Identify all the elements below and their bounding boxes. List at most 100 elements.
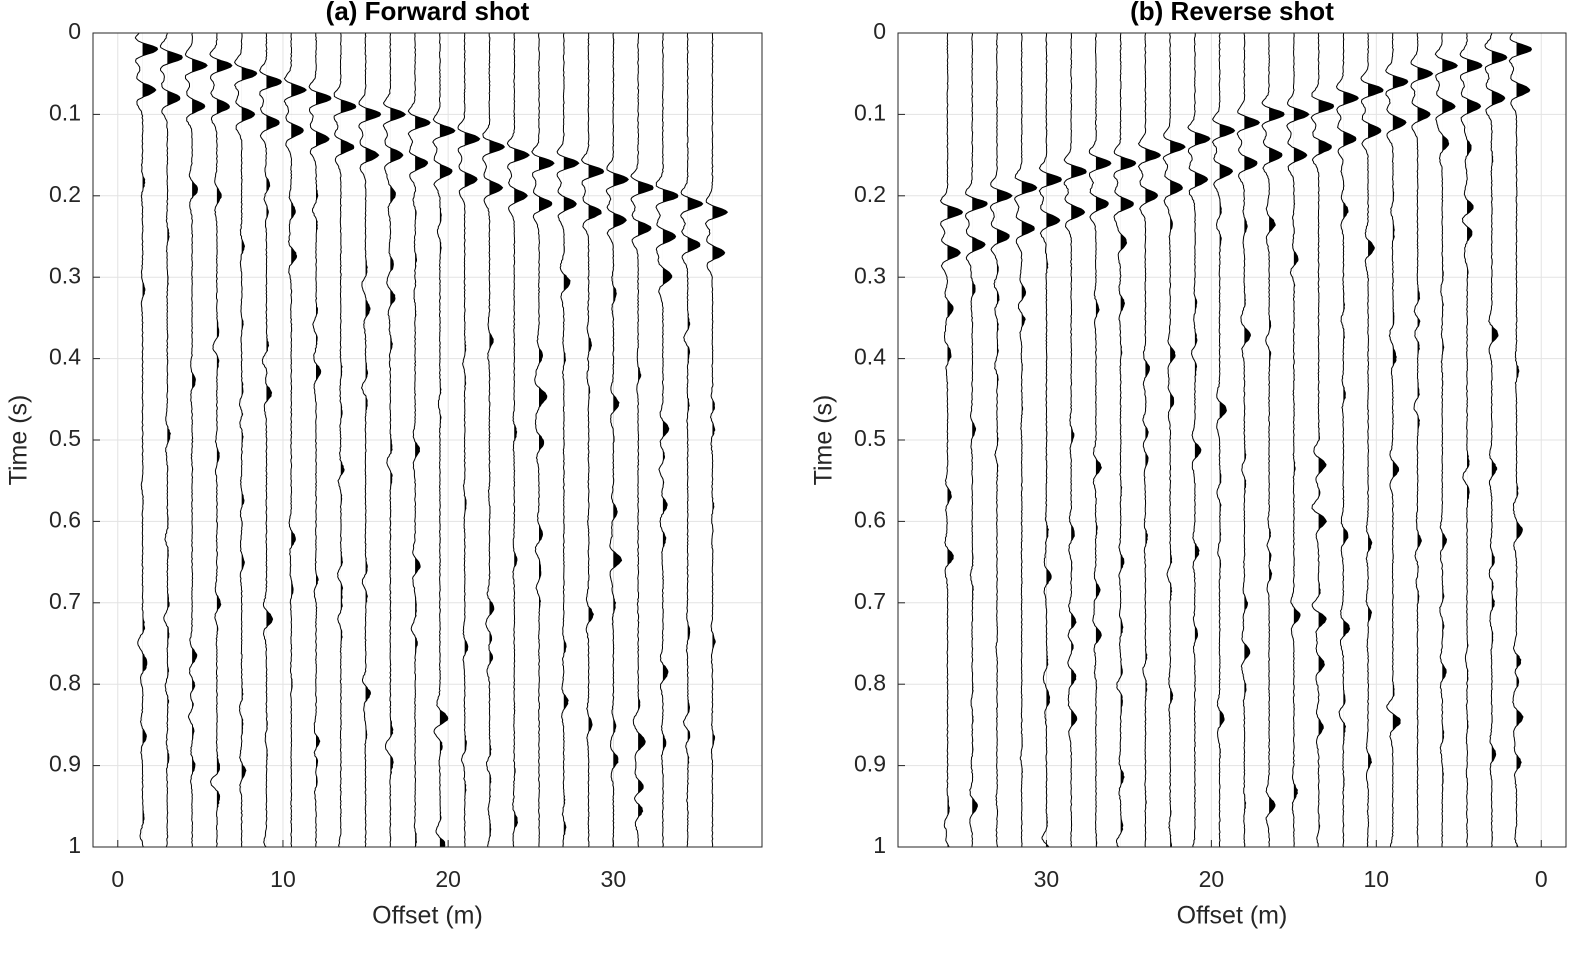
- y-tick-label: 0.3: [854, 262, 886, 288]
- y-tick-label: 0.9: [49, 751, 81, 777]
- y-tick-label: 0.9: [854, 751, 886, 777]
- trace: [1286, 32, 1310, 848]
- trace: [259, 32, 282, 848]
- y-tick-label: 0.1: [49, 99, 81, 125]
- trace: [457, 32, 481, 848]
- trace: [1014, 32, 1038, 848]
- trace: [556, 32, 580, 847]
- y-tick-label: 0.7: [49, 588, 81, 614]
- trace-fill: [1145, 33, 1161, 847]
- trace: [965, 32, 988, 848]
- y-tick-label: 0.4: [49, 344, 81, 370]
- trace: [506, 32, 530, 848]
- y-tick-label: 0.8: [854, 669, 886, 695]
- x-axis-label: Offset (m): [372, 902, 483, 930]
- y-tick-label: 0.2: [854, 181, 886, 207]
- trace: [1261, 32, 1285, 848]
- chart-title: (a) Forward shot: [326, 0, 530, 26]
- x-tick-label: 10: [1364, 866, 1390, 892]
- y-tick-label: 0.6: [49, 506, 81, 532]
- y-tick-label: 0.5: [854, 425, 886, 451]
- trace-fill: [539, 33, 554, 847]
- trace: [358, 32, 382, 848]
- trace: [655, 32, 679, 848]
- y-tick-label: 0.2: [49, 181, 81, 207]
- trace: [1137, 32, 1162, 848]
- x-tick-label: 30: [601, 866, 627, 892]
- trace: [1434, 32, 1458, 848]
- trace-fill: [241, 33, 257, 847]
- trace: [1385, 33, 1409, 848]
- trace: [1484, 32, 1508, 848]
- trace: [580, 32, 605, 848]
- trace: [233, 32, 258, 848]
- trace: [630, 32, 654, 848]
- trace: [283, 33, 307, 848]
- trace: [159, 32, 183, 848]
- trace-fill: [1516, 33, 1532, 847]
- y-tick-label: 0.1: [854, 99, 886, 125]
- trace: [1088, 32, 1112, 848]
- x-tick-label: 10: [270, 866, 296, 892]
- trace: [939, 32, 964, 848]
- trace: [1113, 32, 1137, 848]
- trace-fill: [1293, 33, 1309, 847]
- trace: [184, 32, 208, 848]
- y-tick-label: 0.4: [854, 344, 886, 370]
- trace: [382, 32, 407, 847]
- trace: [1360, 32, 1384, 848]
- trace: [1236, 32, 1261, 848]
- trace-fill: [1269, 33, 1285, 847]
- trace-fill: [365, 33, 381, 847]
- trace-fill: [662, 33, 678, 847]
- trace-fill: [514, 33, 530, 847]
- trace: [1038, 32, 1062, 848]
- x-tick-label: 20: [1199, 866, 1225, 892]
- x-tick-label: 0: [1535, 866, 1548, 892]
- trace: [1459, 32, 1483, 848]
- y-axis-label: Time (s): [5, 395, 33, 486]
- trace: [1211, 33, 1236, 848]
- y-axis-label: Time (s): [810, 395, 838, 486]
- trace: [605, 32, 629, 848]
- trace: [1063, 32, 1087, 848]
- chart-title: (b) Reverse shot: [1130, 0, 1334, 26]
- x-tick-label: 30: [1034, 866, 1060, 892]
- trace: [1162, 32, 1186, 848]
- trace: [1508, 32, 1533, 848]
- y-tick-label: 0.6: [854, 506, 886, 532]
- y-tick-label: 0.5: [49, 425, 81, 451]
- trace: [333, 32, 357, 848]
- trace: [989, 32, 1013, 848]
- axes-box: [92, 32, 763, 848]
- trace: [1335, 32, 1359, 848]
- trace: [482, 33, 506, 848]
- y-tick-label: 0.8: [49, 669, 81, 695]
- y-tick-label: 0.3: [49, 262, 81, 288]
- y-tick-label: 0.7: [854, 588, 886, 614]
- x-tick-label: 20: [435, 866, 461, 892]
- y-tick-label: 0: [68, 18, 81, 44]
- trace: [432, 32, 456, 848]
- trace-fill: [216, 33, 232, 847]
- trace-fill: [996, 33, 1012, 847]
- trace: [1410, 32, 1434, 848]
- axes-box: [897, 32, 1567, 848]
- trace: [1310, 32, 1335, 848]
- y-tick-label: 1: [68, 832, 81, 858]
- trace: [407, 32, 431, 848]
- y-tick-label: 0: [873, 18, 886, 44]
- trace: [209, 33, 233, 848]
- y-tick-label: 1: [873, 832, 886, 858]
- trace: [134, 32, 159, 848]
- trace-fill: [1417, 33, 1433, 847]
- x-tick-label: 0: [111, 866, 124, 892]
- trace: [704, 32, 729, 848]
- trace: [308, 32, 332, 848]
- trace: [531, 32, 555, 848]
- trace: [680, 32, 704, 848]
- trace: [1187, 32, 1211, 847]
- trace-fill: [192, 33, 208, 847]
- x-axis-label: Offset (m): [1177, 902, 1288, 930]
